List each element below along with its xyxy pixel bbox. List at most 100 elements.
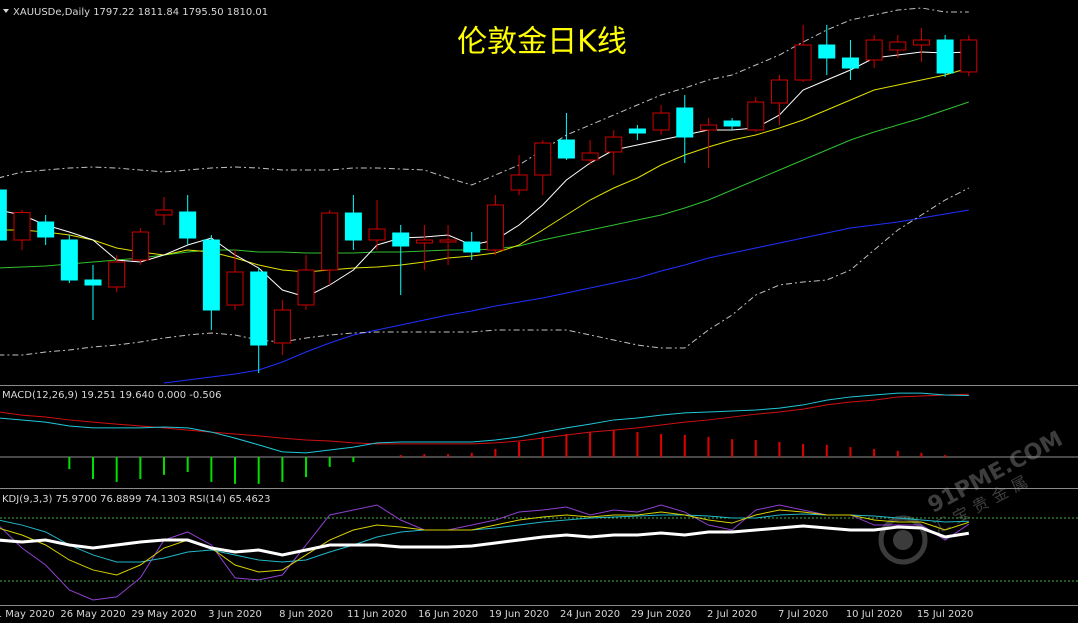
candle-body	[202, 239, 220, 311]
moving-average	[0, 101, 969, 269]
candle-body	[415, 239, 433, 244]
candle-body	[960, 39, 978, 73]
histogram-bar	[707, 436, 710, 457]
candle-body	[439, 239, 457, 243]
histogram-bar	[825, 444, 828, 457]
histogram-bar	[754, 440, 757, 457]
histogram-bar	[115, 456, 118, 482]
candle-body	[510, 174, 528, 191]
candle-body	[723, 120, 741, 127]
histogram-bar	[399, 455, 402, 457]
candle-body	[0, 189, 7, 241]
candle-body	[818, 44, 836, 59]
histogram-bar	[778, 441, 781, 457]
candle-body	[13, 212, 31, 241]
candle-body	[108, 261, 126, 288]
indicator-line	[0, 509, 969, 576]
moving-average	[163, 209, 969, 384]
histogram-bar	[683, 434, 686, 457]
x-tick-label: 7 Jul 2020	[778, 609, 828, 620]
candle-body	[179, 211, 197, 239]
histogram-bar	[518, 441, 521, 457]
histogram-bar	[139, 456, 142, 480]
candle-body	[534, 142, 552, 176]
histogram-bar	[281, 456, 284, 482]
x-tick-label: 10 Jul 2020	[846, 609, 903, 620]
histogram-bar	[352, 456, 355, 463]
histogram-bar	[328, 456, 331, 467]
candle-body	[155, 209, 173, 216]
candle-body	[770, 79, 788, 104]
x-tick-label: 16 Jun 2020	[418, 609, 478, 620]
candle-body	[747, 101, 765, 131]
histogram-bar	[565, 433, 568, 457]
candle-body	[841, 57, 859, 69]
candle-body	[463, 241, 481, 253]
histogram-bar	[849, 447, 852, 457]
histogram-bar	[68, 456, 71, 470]
chart-header: KDJ(9,3,3) 75.9700 76.8899 74.1303 RSI(1…	[2, 494, 271, 505]
x-tick-label: 26 May 2020	[60, 609, 125, 620]
candle-body	[865, 39, 883, 61]
x-tick-label: 2 Jul 2020	[707, 609, 757, 620]
candle-body	[605, 136, 623, 153]
histogram-bar	[660, 433, 663, 457]
candle-body	[889, 41, 907, 51]
histogram-bar	[257, 456, 260, 484]
histogram-bar	[896, 450, 899, 457]
candle-body	[368, 228, 386, 241]
chart-header: MACD(12,26,9) 19.251 19.640 0.000 -0.506	[2, 390, 222, 401]
indicator-line	[0, 513, 969, 563]
moving-average	[0, 67, 969, 273]
candle-body	[581, 152, 599, 161]
histogram-bar	[163, 456, 166, 475]
x-tick-label: 29 May 2020	[131, 609, 196, 620]
indicator-line	[0, 393, 969, 445]
menu-arrow[interactable]	[3, 9, 9, 13]
candle-body	[273, 309, 291, 344]
histogram-bar	[234, 456, 237, 484]
histogram-bar	[612, 430, 615, 457]
candle-body	[628, 128, 646, 134]
x-tick-label: 3 Jun 2020	[208, 609, 262, 620]
indicator-line	[0, 524, 970, 557]
candle-body	[60, 239, 78, 281]
histogram-bar	[589, 432, 592, 457]
x-tick-label: 19 Jun 2020	[489, 609, 549, 620]
band-line	[0, 187, 970, 356]
histogram-bar	[731, 439, 734, 457]
candle-body	[321, 212, 339, 271]
candle-body	[392, 232, 410, 247]
histogram-bar	[470, 452, 473, 457]
indicator-line	[0, 392, 969, 454]
x-tick-label: 11 Jun 2020	[347, 609, 407, 620]
candle-body	[794, 44, 812, 81]
candle-body	[557, 139, 575, 159]
histogram-bar	[802, 443, 805, 457]
band-line	[0, 7, 969, 186]
candle-body	[486, 204, 504, 251]
indicator-line	[0, 504, 970, 601]
candle-body	[652, 112, 670, 131]
histogram-bar	[944, 455, 947, 457]
candle-body	[226, 271, 244, 306]
candle-body	[37, 221, 55, 238]
x-tick-label: 24 Jun 2020	[560, 609, 620, 620]
chart-title: 伦敦金日K线	[457, 25, 627, 60]
histogram-bar	[494, 448, 497, 457]
candle-body	[699, 124, 717, 131]
histogram-bar	[210, 456, 213, 482]
histogram-bar	[92, 456, 95, 480]
histogram-bar	[305, 456, 308, 478]
histogram-bar	[186, 456, 189, 472]
histogram-bar	[447, 454, 450, 457]
histogram-bar	[423, 454, 426, 457]
histogram-bar	[920, 452, 923, 457]
candle-body	[131, 231, 149, 261]
histogram-bar	[873, 448, 876, 457]
candle-body	[84, 279, 102, 286]
candle-body	[344, 212, 362, 241]
x-tick-label: 29 Jun 2020	[631, 609, 691, 620]
candle-body	[297, 269, 315, 306]
